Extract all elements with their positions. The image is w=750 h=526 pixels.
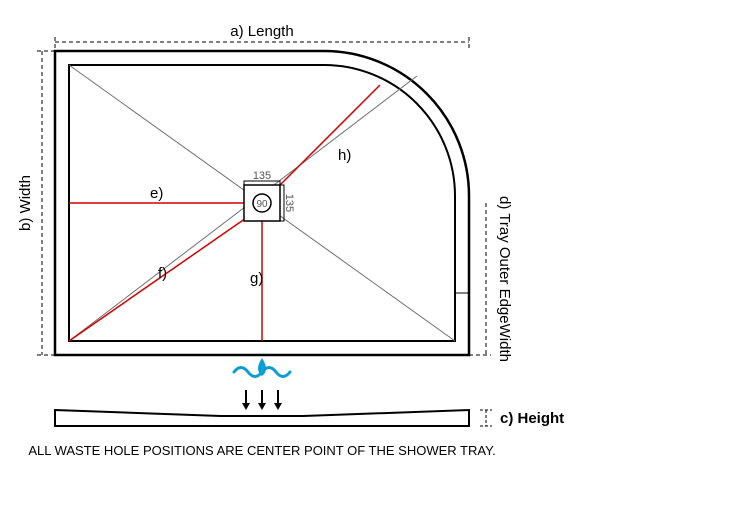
- edge-tick: [455, 289, 469, 297]
- label-g: g): [250, 270, 263, 287]
- label-d: d) Tray Outer EdgeWidth: [496, 196, 513, 362]
- caption: ALL WASTE HOLE POSITIONS ARE CENTER POIN…: [28, 443, 495, 458]
- svg-text:135: 135: [283, 194, 295, 212]
- ray-h: [275, 85, 380, 190]
- svg-text:90: 90: [256, 199, 268, 210]
- flow-arrows: [242, 390, 282, 410]
- dim-height: [480, 410, 492, 426]
- side-view: [55, 410, 469, 426]
- label-e: e): [150, 185, 163, 202]
- label-h: h): [338, 147, 351, 164]
- svg-text:135: 135: [253, 170, 271, 182]
- label-f: f): [158, 265, 167, 282]
- water-icon: [234, 358, 290, 377]
- label-c: c) Height: [500, 410, 564, 427]
- dim-edge-width: [469, 203, 491, 355]
- label-b: b) Width: [17, 175, 34, 231]
- dim-width: [37, 51, 55, 355]
- diagram-svg: 90 135 135 a) Length b) Width d) Tray Oute…: [0, 0, 750, 526]
- diagonal-2: [69, 76, 417, 341]
- label-a: a) Length: [230, 23, 293, 40]
- diagram-root: 90 135 135 a) Length b) Width d) Tray Oute…: [0, 0, 750, 526]
